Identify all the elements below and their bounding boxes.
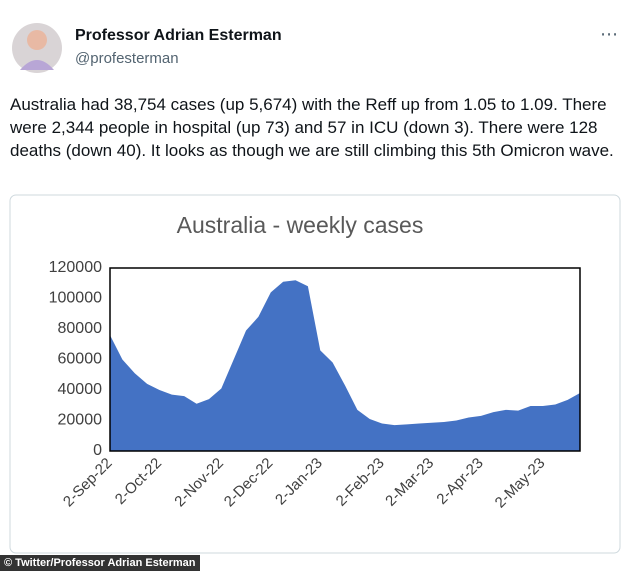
y-tick-label: 20000 [58,412,103,429]
image-credit: © Twitter/Professor Adrian Esterman [0,555,200,571]
y-tick-label: 60000 [58,351,103,368]
user-name[interactable]: Professor Adrian Esterman [75,27,282,44]
plot-frame [109,267,581,452]
avatar-shirt [20,60,54,70]
avatar-face [27,30,47,50]
y-tick-label: 100000 [49,290,102,307]
user-handle[interactable]: @profesterman [75,50,179,67]
y-tick-label: 120000 [49,259,102,276]
y-tick-label: 0 [93,442,102,459]
chart-title: Australia - weekly cases [177,212,424,238]
tweet-text: Australia had 38,754 cases (up 5,674) wi… [10,95,614,160]
y-tick-label: 40000 [58,381,103,398]
more-button[interactable]: ⋯ [600,24,618,44]
y-tick-label: 80000 [58,320,103,337]
area [110,280,580,451]
